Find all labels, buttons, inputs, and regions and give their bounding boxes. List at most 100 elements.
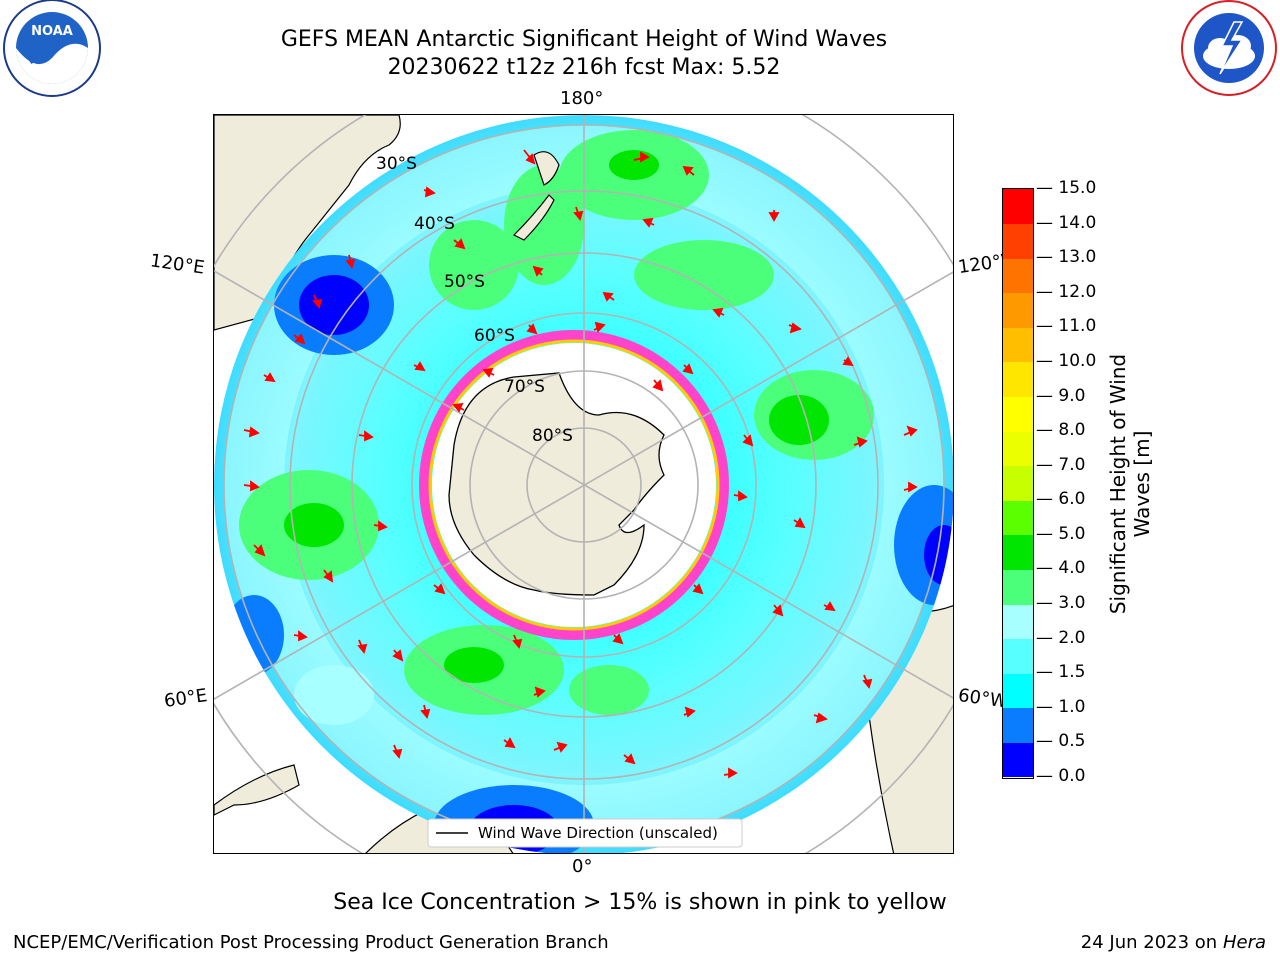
lat-label-70s: 70°S — [504, 377, 545, 397]
wave-arrow — [633, 151, 650, 163]
colorbar-segment — [1003, 500, 1033, 536]
land-africa — [214, 764, 300, 816]
machine-name: Hera — [1222, 932, 1266, 953]
wave-arrow — [392, 744, 403, 759]
colorbar-segment — [1003, 223, 1033, 259]
lon-label-60w: 60°W — [956, 684, 1006, 713]
colorbar-segment — [1003, 673, 1033, 709]
colorbar-segment — [1003, 604, 1033, 640]
colorbar-tick-label: — 11.0 — [1036, 316, 1097, 337]
sea-ice-edge-inner — [428, 339, 720, 631]
lon-label-180: 180° — [560, 88, 604, 109]
wave-arrow — [293, 333, 306, 345]
wave-arrow — [532, 265, 544, 277]
colorbar-tick-label: — 14.0 — [1036, 212, 1097, 233]
credit-text: NCEP/EMC/Verification Post Processing Pr… — [13, 932, 609, 953]
polar-map: Wind Wave Direction (unscaled) 30°S 40°S… — [214, 115, 953, 853]
colorbar — [1002, 188, 1034, 779]
lat-label-40s: 40°S — [414, 214, 455, 234]
lon-label-120w: 120°W — [956, 250, 1006, 279]
wave-arrow — [642, 217, 655, 228]
colorbar-tick-label: — 0.0 — [1036, 766, 1086, 786]
wave-arrow — [358, 430, 374, 442]
wave-arrow — [293, 630, 308, 642]
wave-arrow — [842, 356, 854, 367]
colorbar-segment — [1003, 327, 1033, 363]
colorbar-segment — [1003, 258, 1033, 294]
colorbar-tick-label: — 1.5 — [1036, 662, 1086, 683]
wave-arrow — [512, 634, 523, 649]
land-new-zealand-north — [533, 151, 560, 186]
land-antarctica — [448, 372, 665, 596]
wave-arrow — [323, 569, 334, 583]
colorbar-segment — [1003, 396, 1033, 432]
colorbar-tick-label: — 7.0 — [1036, 454, 1086, 475]
sea-ice-edge — [419, 330, 729, 640]
colorbar-tick-label: — 1.0 — [1036, 696, 1086, 717]
wave-arrow — [312, 294, 323, 309]
wave-arrow — [682, 363, 694, 375]
wave-arrow — [742, 434, 754, 447]
wave-arrow — [373, 520, 388, 532]
wave-arrow — [793, 517, 806, 529]
colorbar-tick-label: — 8.0 — [1036, 420, 1086, 441]
colorbar-tick-label: — 15.0 — [1036, 178, 1097, 198]
wave-arrow — [788, 322, 802, 334]
wave-arrow — [682, 165, 695, 176]
wave-arrow — [733, 490, 748, 502]
wave-arrow — [853, 436, 868, 448]
wave-arrow — [903, 425, 918, 437]
colorbar-segment — [1003, 189, 1033, 225]
wave-arrow — [593, 321, 606, 333]
legend-label: Wind Wave Direction (unscaled) — [478, 824, 718, 842]
colorbar-segment — [1003, 534, 1033, 570]
chart-title: GEFS MEAN Antarctic Significant Height o… — [280, 27, 888, 52]
wave-arrow — [903, 481, 918, 493]
wave-arrow — [623, 753, 636, 765]
lat-label-60s: 60°S — [474, 326, 515, 346]
colorbar-tick-label: — 2.0 — [1036, 627, 1086, 648]
wave-arrow — [357, 639, 368, 654]
colorbar-tick-label: — 0.5 — [1036, 731, 1086, 752]
wind-wave-arrows — [243, 149, 918, 779]
colorbar-segment — [1003, 638, 1033, 674]
wave-arrow — [253, 544, 266, 557]
wave-arrow — [692, 583, 704, 595]
colorbar-segment — [1003, 431, 1033, 467]
wave-arrow — [345, 254, 356, 269]
colorbar-ticks: — 0.0 — 0.5 — 1.0 — 1.5 — 2.0 — 3.0 — 4.0 — 5.0… — [1036, 179, 1106, 785]
colorbar-tick-label: — 6.0 — [1036, 489, 1086, 510]
colorbar-label: Significant Height of Wind Waves [m] — [1106, 353, 1154, 615]
wave-arrow — [768, 210, 780, 222]
wave-arrow — [652, 379, 664, 392]
chart-subtitle: 20230622 t12z 216h fcst Max: 5.52 — [387, 55, 781, 80]
noaa-logo-text: NOAA — [31, 24, 73, 39]
colorbar-segment — [1003, 361, 1033, 398]
wave-arrow — [526, 323, 538, 335]
map-panel: Wind Wave Direction (unscaled) 30°S 40°S… — [213, 114, 954, 854]
lat-label-80s: 80°S — [532, 426, 573, 446]
wave-arrow — [523, 149, 536, 165]
lon-label-0: 0° — [572, 856, 593, 877]
colorbar-segment — [1003, 742, 1033, 778]
lat-label-30s: 30°S — [376, 154, 417, 174]
wave-arrow — [503, 737, 516, 749]
wave-arrow — [392, 649, 404, 662]
lon-label-120e: 120°E — [148, 250, 206, 279]
date-text: 24 Jun 2023 on — [1080, 932, 1218, 953]
wave-arrow — [612, 633, 624, 645]
colorbar-tick-label: — 3.0 — [1036, 593, 1086, 614]
wave-arrow — [263, 372, 276, 383]
wave-arrow — [813, 712, 828, 724]
colorbar-tick-label: — 9.0 — [1036, 385, 1086, 406]
colorbar-tick-label: — 10.0 — [1036, 350, 1097, 371]
noaa-logo: NOAA — [3, 0, 101, 97]
colorbar-tick-label: — 4.0 — [1036, 558, 1086, 579]
colorbar-segment — [1003, 465, 1033, 501]
wave-arrow — [452, 402, 465, 413]
wave-arrow — [243, 426, 260, 438]
colorbar-segment — [1003, 707, 1033, 743]
wave-arrow — [772, 604, 784, 617]
nws-logo — [1181, 0, 1277, 96]
wave-arrow — [423, 186, 436, 198]
